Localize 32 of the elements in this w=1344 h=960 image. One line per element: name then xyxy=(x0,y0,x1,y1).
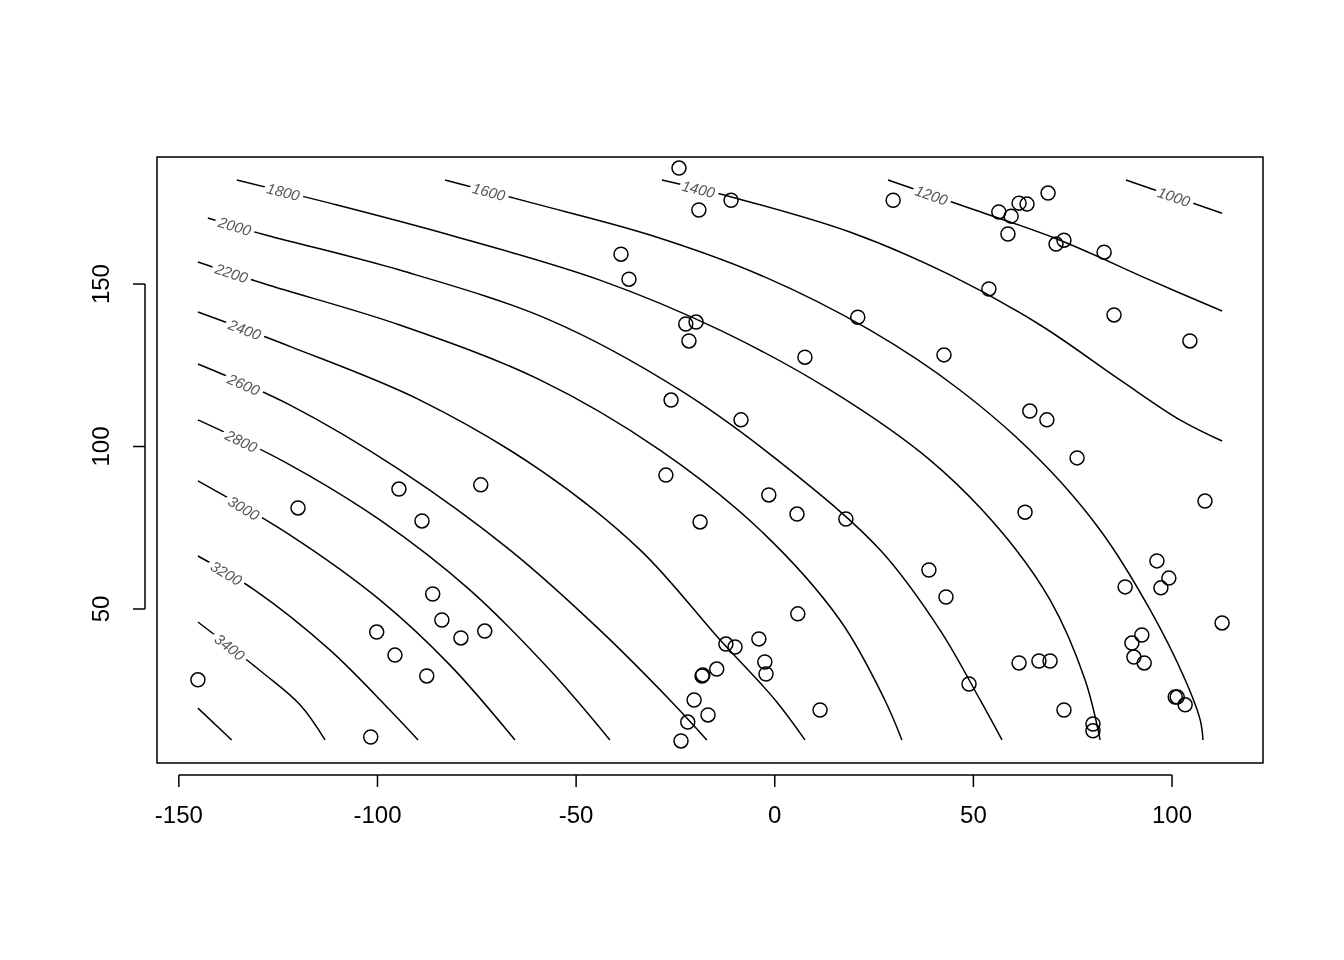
x-tick-label: 0 xyxy=(768,801,782,828)
y-tick-label: 100 xyxy=(87,426,114,467)
text: 2400 xyxy=(225,315,265,344)
text: 3200 xyxy=(207,557,246,590)
y-tick-label: 150 xyxy=(87,264,114,305)
line-series xyxy=(197,261,903,741)
y-tick-label: 50 xyxy=(87,595,114,623)
text: 2800 xyxy=(221,425,261,457)
text: 1800 xyxy=(265,179,303,205)
text: 2000 xyxy=(215,212,254,240)
text: 3000 xyxy=(225,492,264,525)
line-series xyxy=(444,179,1204,741)
text: 1600 xyxy=(470,179,508,205)
x-tick-label: 50 xyxy=(960,801,987,828)
line-series xyxy=(887,179,1223,312)
text: 2600 xyxy=(224,369,264,400)
text: 1400 xyxy=(680,176,718,202)
text: 2200 xyxy=(212,259,251,287)
x-tick-label: -50 xyxy=(558,801,594,828)
text: 3400 xyxy=(211,630,249,665)
line-series xyxy=(197,311,806,741)
line-series xyxy=(207,217,1003,741)
text: 1000 xyxy=(1155,183,1194,211)
x-tick-label: -150 xyxy=(154,801,203,828)
line-series xyxy=(661,179,1223,442)
x-tick-label: -100 xyxy=(353,801,402,828)
line-series xyxy=(197,363,708,741)
line-series xyxy=(197,555,419,741)
x-tick-label: 100 xyxy=(1152,801,1193,828)
line-series xyxy=(197,480,516,741)
line-series xyxy=(197,419,611,741)
text: 1200 xyxy=(912,181,951,209)
